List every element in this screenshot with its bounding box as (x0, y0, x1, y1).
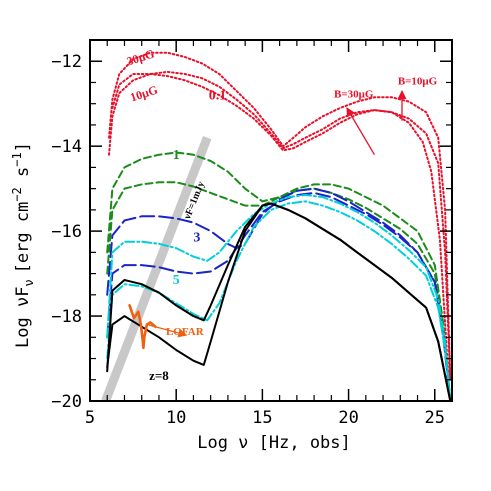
series-line-6 (106, 191, 452, 401)
x-axis-label: Log ν [Hz, obs] (197, 433, 351, 453)
y-tick-label: −12 (51, 52, 82, 72)
annotation-label-7: 5 (173, 273, 180, 288)
series-line-10 (106, 202, 452, 401)
y-axis-label-sub: ν (22, 279, 36, 286)
x-tick-label: 25 (425, 408, 445, 428)
series-line-4 (106, 181, 452, 401)
y-tick-label: −16 (51, 222, 82, 242)
series-layer (106, 51, 452, 401)
x-tick-label: 15 (252, 408, 272, 428)
series-line-3 (106, 151, 452, 401)
annotation-label-3: B=30μG (334, 88, 374, 100)
y-axis-label-exp2: −1 (10, 152, 24, 166)
annotation-label-6: 3 (193, 231, 200, 246)
x-tick-label: 5 (85, 408, 95, 428)
plot-frame (89, 39, 453, 402)
y-axis-label-mid: s (13, 167, 33, 187)
annotation-label-5: 1 (173, 148, 180, 163)
y-tick-label: −14 (51, 137, 82, 157)
x-tick-label: 10 (166, 408, 186, 428)
y-axis-label-unit: [erg cm (13, 202, 33, 274)
series-line-7 (106, 194, 452, 401)
series-line-2 (111, 73, 450, 381)
x-tick-label: 20 (338, 408, 358, 428)
sensitivity-band-layer (101, 136, 212, 401)
annotation-label-8: z=8 (149, 368, 169, 383)
annotation-label-0: 30μG (125, 46, 156, 68)
annotation-label-4: B=10μG (398, 76, 438, 88)
y-tick-label: −20 (51, 392, 82, 412)
annotation-label-2: 0.1 (209, 88, 227, 103)
y-axis-label-exp1: −2 (10, 187, 24, 201)
series-line-0 (108, 51, 452, 381)
y-axis-label-main: Log νF (13, 287, 33, 348)
series-line-11 (128, 304, 157, 350)
y-axis-label: Log νFν [erg cm−2 s−1] (10, 142, 36, 348)
annotation-label-9: LOFAR (166, 326, 205, 338)
series-line-1 (108, 70, 452, 381)
axis-ticks: 5 10 15 20 25−20−18−16−14−12 (51, 39, 453, 428)
annotation-arrow-0 (346, 107, 375, 156)
y-tick-label: −18 (51, 307, 82, 327)
y-axis-label-end: ] (13, 142, 33, 152)
sensitivity-band (101, 136, 212, 401)
annotation-label-1: 10μG (128, 83, 159, 105)
annotation-arrow-2 (146, 323, 188, 338)
